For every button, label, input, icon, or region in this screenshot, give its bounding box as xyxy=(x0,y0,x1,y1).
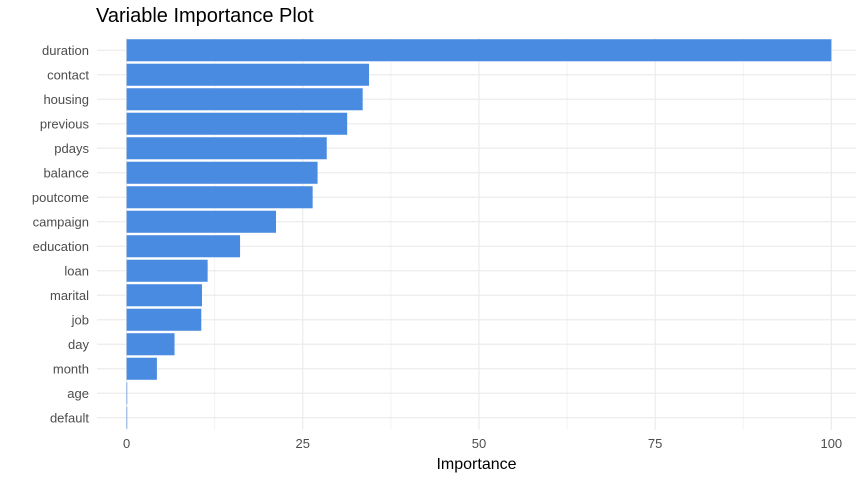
bar-pdays xyxy=(126,137,327,160)
x-tick-label: 75 xyxy=(648,436,662,451)
y-tick-labels: duration contact housing previous pdays balan… xyxy=(32,43,90,426)
y-tick-label: housing xyxy=(43,92,89,107)
bar-housing xyxy=(126,88,363,111)
bar-poutcome xyxy=(126,186,313,209)
y-tick-label: job xyxy=(71,312,89,327)
y-tick-label: age xyxy=(67,386,89,401)
y-tick-label: month xyxy=(53,361,89,376)
y-tick-label: previous xyxy=(40,116,90,131)
y-tick-label: poutcome xyxy=(32,190,89,205)
bar-balance xyxy=(126,161,318,184)
bar-marital xyxy=(126,284,203,307)
bar-campaign xyxy=(126,210,277,233)
x-axis-title: Importance xyxy=(436,456,516,473)
bar-age xyxy=(126,382,128,405)
bar-month xyxy=(126,357,157,380)
bar-job xyxy=(126,308,202,331)
y-tick-label: loan xyxy=(64,263,89,278)
y-tick-label: marital xyxy=(50,288,89,303)
y-tick-label: pdays xyxy=(54,141,89,156)
y-tick-label: contact xyxy=(47,67,89,82)
bar-day xyxy=(126,333,175,356)
bar-contact xyxy=(126,63,370,86)
x-tick-label: 100 xyxy=(820,436,842,451)
bar-previous xyxy=(126,112,348,135)
bar-default xyxy=(126,406,128,429)
y-tick-label: duration xyxy=(42,43,89,58)
y-tick-label: default xyxy=(50,410,89,425)
y-tick-label: campaign xyxy=(33,214,89,229)
x-tick-label: 50 xyxy=(472,436,486,451)
y-tick-label: education xyxy=(33,239,89,254)
y-tick-label: balance xyxy=(43,165,89,180)
y-tick-label: day xyxy=(68,337,89,352)
bar-duration xyxy=(126,39,832,62)
x-tick-label: 25 xyxy=(296,436,310,451)
x-tick-label: 0 xyxy=(123,436,130,451)
bar-education xyxy=(126,235,241,258)
chart-title: Variable Importance Plot xyxy=(96,5,314,27)
bars xyxy=(126,39,832,429)
bar-loan xyxy=(126,259,208,282)
x-tick-labels: 0 25 50 75 100 xyxy=(123,436,842,451)
